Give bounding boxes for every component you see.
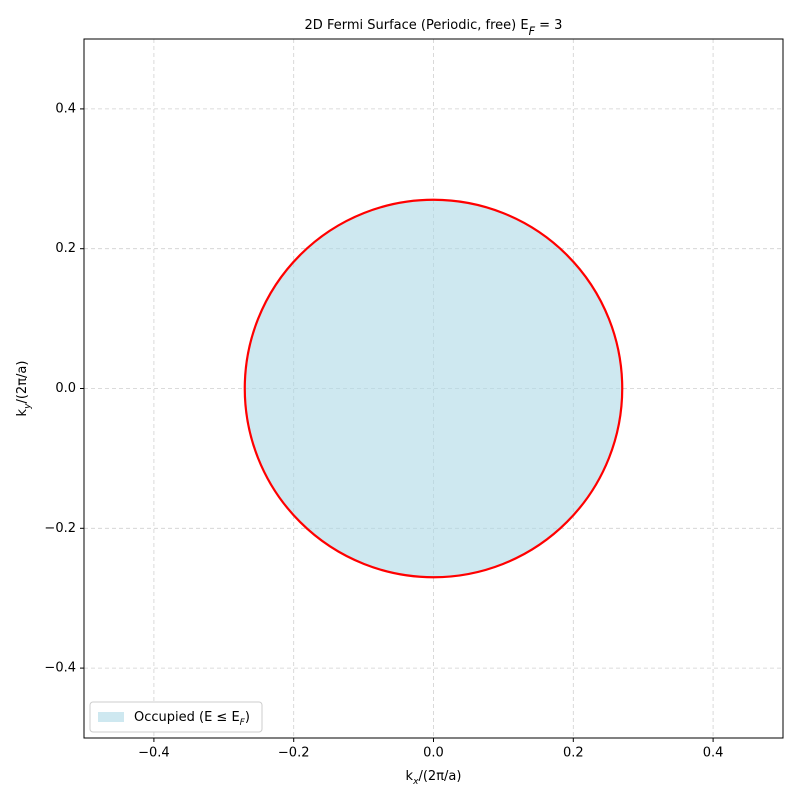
y-tick-label: 0.4 xyxy=(55,101,76,116)
y-tick-label: −0.2 xyxy=(44,521,76,536)
legend-label-part: Occupied (E ≤ E xyxy=(134,710,240,725)
occupied-region xyxy=(244,199,623,578)
legend: Occupied (E ≤ EF) xyxy=(89,701,263,733)
y-axis-label-part: y xyxy=(23,403,33,410)
legend-box xyxy=(89,701,263,733)
y-tick-label: 0.2 xyxy=(55,241,76,256)
x-tick-label: 0.4 xyxy=(703,746,724,761)
x-tick-label: −0.2 xyxy=(278,746,310,761)
x-axis-label-part: /(2π/a) xyxy=(418,769,461,784)
y-tick-label: −0.4 xyxy=(44,661,76,676)
y-axis-label-part: /(2π/a) xyxy=(15,361,30,404)
x-axis-label-part: k xyxy=(406,769,414,784)
legend-label: Occupied (E ≤ EF) xyxy=(134,710,250,728)
chart-title: 2D Fermi Surface (Periodic, free) EF = 3 xyxy=(305,18,563,38)
plot-frame xyxy=(83,38,784,739)
x-tick-label: 0.2 xyxy=(563,746,584,761)
y-axis-label-part: k xyxy=(15,408,30,416)
x-axis-label: kx/(2π/a) xyxy=(406,769,462,787)
legend-swatch xyxy=(98,712,124,722)
x-tick-label: −0.4 xyxy=(138,746,170,761)
x-axis-label-part: x xyxy=(412,777,419,787)
y-axis-label: ky/(2π/a) xyxy=(15,361,33,417)
chart-title-part: = 3 xyxy=(535,18,562,33)
chart-title-part: 2D Fermi Surface (Periodic, free) E xyxy=(305,18,529,33)
legend-label-part: F xyxy=(240,718,246,728)
x-tick-label: 0.0 xyxy=(423,746,444,761)
fermi-surface xyxy=(243,198,624,579)
legend-label-part: ) xyxy=(245,710,250,725)
chart-title-part: F xyxy=(529,25,536,38)
y-tick-label: 0.0 xyxy=(55,381,76,396)
